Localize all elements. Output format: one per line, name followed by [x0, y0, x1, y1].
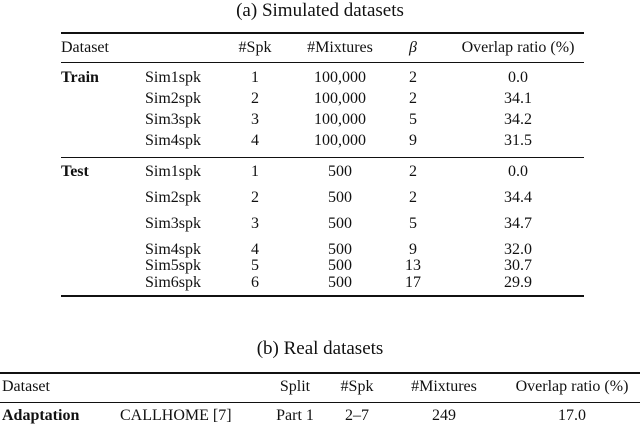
cell-mixtures: 500	[328, 241, 352, 258]
header-split: Split	[279, 378, 311, 395]
header-rule	[0, 402, 640, 403]
cell-beta: 13	[405, 257, 421, 274]
cell-beta: 9	[409, 241, 417, 258]
cell-dataset: Sim1spk	[145, 163, 202, 180]
cell-mixtures: 500	[328, 274, 352, 291]
cell-overlap: 32.0	[504, 241, 532, 258]
cell-split: Part 1	[276, 407, 314, 424]
cell-overlap: 0.0	[508, 163, 528, 180]
cell-mixtures: 100,000	[314, 111, 366, 128]
group-label-test: Test	[61, 163, 89, 180]
cell-beta: 5	[409, 111, 417, 128]
cell-spk: 6	[251, 274, 259, 291]
cell-overlap: 29.9	[504, 274, 532, 291]
cell-mixtures: 500	[328, 163, 352, 180]
table-a-caption: (a) Simulated datasets	[236, 0, 404, 21]
cell-overlap: 34.4	[504, 189, 532, 206]
cell-spk: 1	[251, 69, 259, 86]
cell-dataset: CALLHOME [7]	[120, 407, 232, 424]
cell-overlap: 34.1	[504, 90, 532, 107]
cell-dataset: Sim3spk	[145, 111, 202, 128]
top-rule	[61, 32, 584, 34]
cell-overlap: 34.2	[504, 111, 532, 128]
header-overlap: Overlap ratio (%)	[515, 378, 629, 395]
group-label-train: Train	[61, 69, 99, 86]
cell-beta: 17	[405, 274, 421, 291]
bottom-rule	[61, 295, 584, 297]
cell-beta: 5	[409, 215, 417, 232]
header-dataset: Dataset	[61, 39, 109, 56]
header-beta: β	[409, 39, 417, 56]
header-mixtures: #Mixtures	[411, 378, 477, 395]
cell-overlap: 31.5	[504, 132, 532, 149]
cell-dataset: Sim2spk	[145, 90, 202, 107]
group-rule	[61, 157, 584, 158]
header-spk: #Spk	[238, 39, 272, 56]
cell-spk: 5	[251, 257, 259, 274]
cell-beta: 2	[409, 69, 417, 86]
cell-dataset: Sim4spk	[145, 132, 202, 149]
cell-mixtures: 100,000	[314, 132, 366, 149]
header-mixtures: #Mixtures	[307, 39, 373, 56]
cell-overlap: 17.0	[558, 407, 586, 424]
cell-beta: 2	[409, 90, 417, 107]
cell-mixtures: 249	[432, 407, 456, 424]
cell-dataset: Sim4spk	[145, 241, 202, 258]
cell-overlap: 30.7	[504, 257, 532, 274]
cell-mixtures: 100,000	[314, 90, 366, 107]
header-dataset: Dataset	[2, 378, 50, 395]
cell-mixtures: 500	[328, 215, 352, 232]
cell-spk: 4	[251, 241, 259, 258]
group-label-adaptation: Adaptation	[2, 407, 80, 424]
header-rule	[61, 62, 584, 63]
cell-dataset: Sim2spk	[145, 189, 202, 206]
cell-dataset: Sim5spk	[145, 257, 202, 274]
cell-mixtures: 500	[328, 189, 352, 206]
cell-spk: 2	[251, 189, 259, 206]
table-b-caption: (b) Real datasets	[256, 338, 384, 359]
cell-mixtures: 100,000	[314, 69, 366, 86]
top-rule	[0, 372, 640, 374]
cell-spk: 3	[251, 215, 259, 232]
cell-dataset: Sim6spk	[145, 274, 202, 291]
cell-overlap: 0.0	[508, 69, 528, 86]
cell-dataset: Sim1spk	[145, 69, 202, 86]
cell-beta: 2	[409, 163, 417, 180]
header-overlap: Overlap ratio (%)	[461, 39, 575, 56]
cell-spk: 2	[251, 90, 259, 107]
cell-spk: 2–7	[345, 407, 369, 424]
cell-spk: 1	[251, 163, 259, 180]
cell-spk: 3	[251, 111, 259, 128]
cell-dataset: Sim3spk	[145, 215, 202, 232]
cell-overlap: 34.7	[504, 215, 532, 232]
cell-beta: 2	[409, 189, 417, 206]
cell-spk: 4	[251, 132, 259, 149]
cell-beta: 9	[409, 132, 417, 149]
cell-mixtures: 500	[328, 257, 352, 274]
header-spk: #Spk	[340, 378, 374, 395]
